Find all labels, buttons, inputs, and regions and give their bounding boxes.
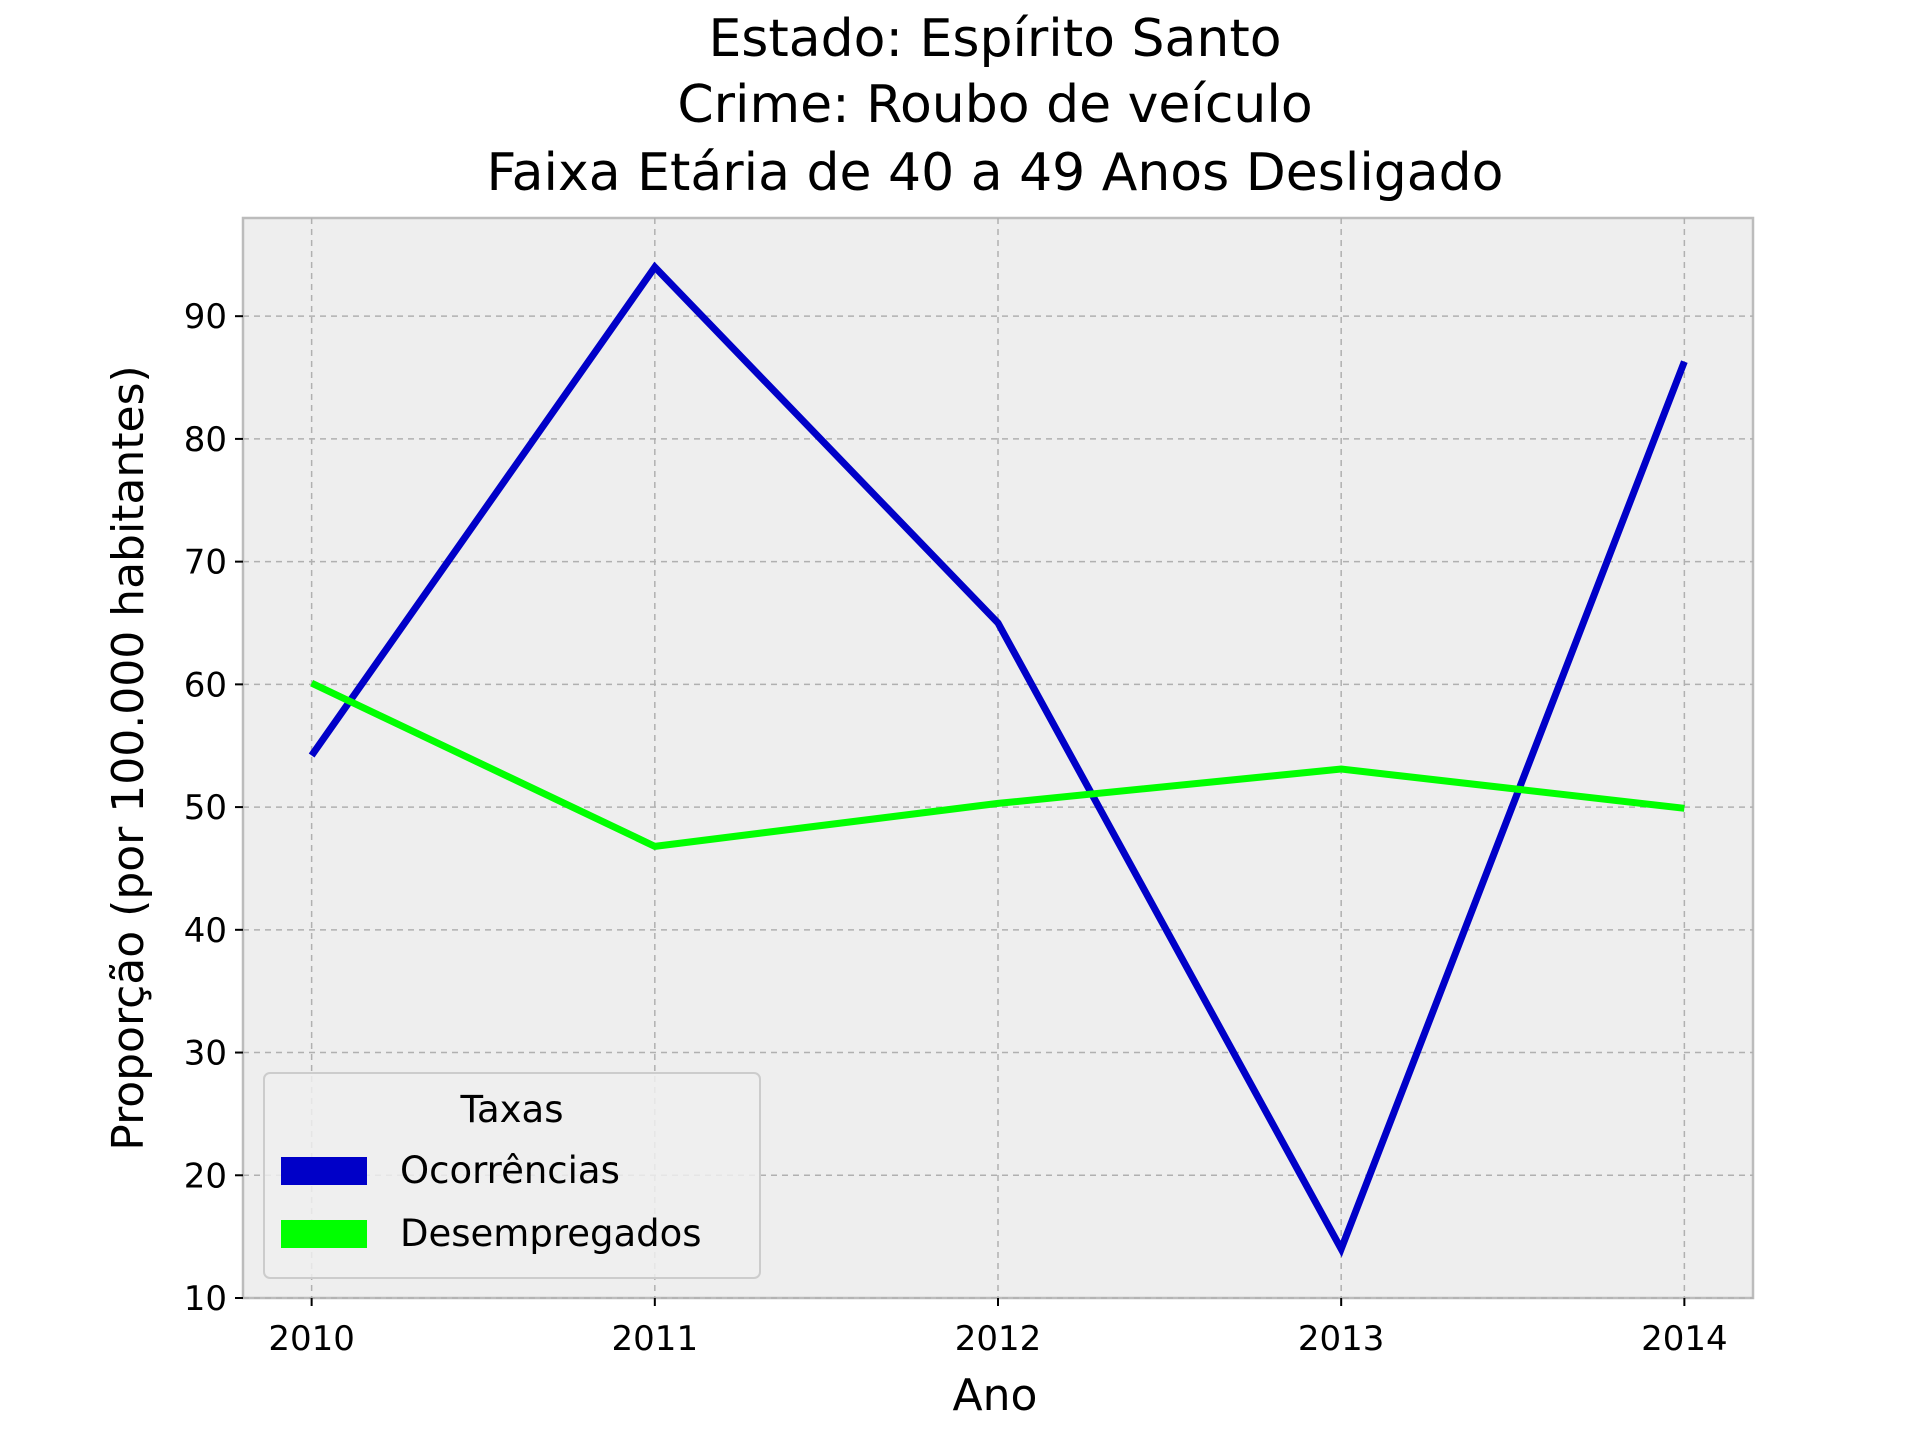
x-tick-label: 2010 <box>268 1319 355 1359</box>
legend: Taxas Ocorrências Desempregados <box>263 1072 761 1279</box>
title-line-2: Crime: Roubo de veículo <box>677 75 1312 135</box>
y-tick-label: 40 <box>184 911 227 951</box>
y-tick-label: 30 <box>184 1034 227 1074</box>
y-tick-label: 90 <box>184 297 227 337</box>
x-tick-label: 2011 <box>612 1319 699 1359</box>
x-axis-ticks: 2010 2011 2012 2013 2014 <box>268 1298 1728 1359</box>
chart-title: Estado: Espírito Santo Crime: Roubo de v… <box>487 9 1504 203</box>
x-axis-label: Ano <box>953 1370 1038 1421</box>
title-line-3: Faixa Etária de 40 a 49 Anos Desligado <box>487 143 1504 203</box>
legend-swatch-ocorrencias <box>281 1157 367 1185</box>
legend-title: Taxas <box>460 1088 564 1131</box>
series-line-ocorrencias <box>308 261 1688 1258</box>
x-tick-label: 2013 <box>1298 1319 1385 1359</box>
grid <box>243 218 1753 1299</box>
y-axis-label: Proporção (por 100.000 habitantes) <box>103 365 154 1150</box>
title-line-1: Estado: Espírito Santo <box>708 9 1281 69</box>
x-tick-label: 2012 <box>955 1319 1042 1359</box>
legend-swatch-desempregados <box>281 1220 367 1248</box>
legend-label-ocorrencias: Ocorrências <box>400 1149 620 1192</box>
legend-box <box>263 1072 761 1279</box>
y-tick-label: 60 <box>184 665 227 705</box>
y-tick-label: 10 <box>184 1279 227 1319</box>
y-tick-label: 70 <box>184 543 227 583</box>
y-tick-label: 20 <box>184 1156 227 1196</box>
series-lines <box>308 261 1688 1258</box>
y-tick-label: 50 <box>184 788 227 828</box>
series-line-desempregados <box>310 679 1685 850</box>
legend-label-desempregados: Desempregados <box>400 1212 702 1255</box>
y-tick-label: 80 <box>184 420 227 460</box>
x-tick-label: 2014 <box>1641 1319 1728 1359</box>
y-axis-ticks: 10 20 30 40 50 60 70 80 90 <box>184 297 243 1319</box>
